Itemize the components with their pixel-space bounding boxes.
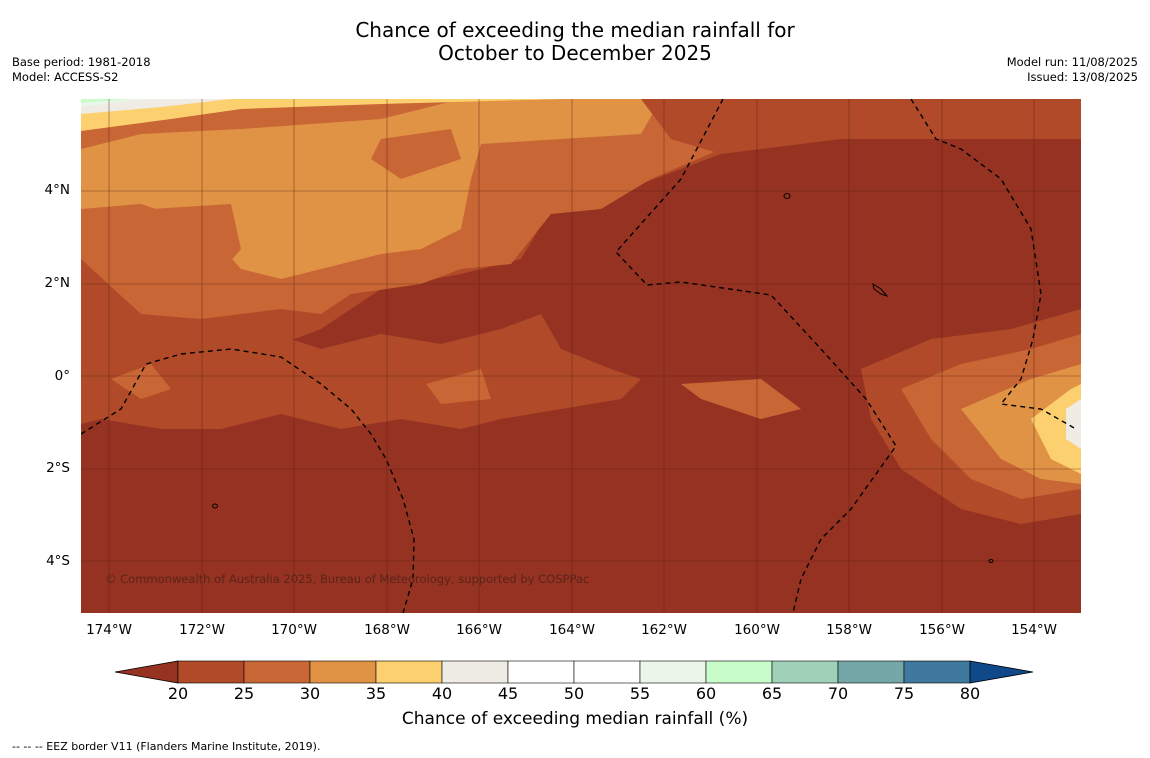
lat-label: 4°N bbox=[44, 182, 70, 198]
colorbar-segment bbox=[507, 660, 575, 684]
lon-label: 170°W bbox=[271, 622, 317, 638]
lon-label: 154°W bbox=[1011, 622, 1057, 638]
colorbar-segment bbox=[309, 660, 377, 684]
model-info: Base period: 1981-2018 Model: ACCESS-S2 bbox=[12, 55, 151, 85]
colorbar-segments bbox=[115, 660, 1034, 684]
zone-25-equator bbox=[101, 314, 641, 429]
title-line-1: Chance of exceeding the median rainfall … bbox=[355, 18, 795, 42]
colorbar-tick-label: 50 bbox=[563, 684, 585, 703]
zone-30-equator-1 bbox=[111, 364, 171, 399]
colorbar-segment bbox=[177, 660, 245, 684]
lon-label: 172°W bbox=[179, 622, 225, 638]
lat-label: 0° bbox=[54, 368, 70, 384]
lon-label: 162°W bbox=[641, 622, 687, 638]
zone-40-east bbox=[1031, 384, 1081, 474]
eez-borders bbox=[81, 99, 1077, 613]
colorbar-tick-label: 45 bbox=[497, 684, 519, 703]
lon-label: 158°W bbox=[826, 622, 872, 638]
colorbar-tick-label: 55 bbox=[629, 684, 651, 703]
zone-30-north-2 bbox=[371, 129, 461, 179]
colorbar-tick-label: 35 bbox=[365, 684, 387, 703]
run-info: Model run: 11/08/2025 Issued: 13/08/2025 bbox=[1007, 55, 1138, 85]
colorbar-segment bbox=[903, 660, 971, 684]
zone-45-east bbox=[1066, 399, 1081, 449]
rainfall-contours bbox=[81, 99, 1081, 613]
zone-30-inner-north bbox=[151, 204, 241, 289]
graticule bbox=[81, 99, 1081, 613]
colorbar-segment bbox=[705, 660, 773, 684]
colorbar-segment bbox=[243, 660, 311, 684]
colorbar-tick-label: 70 bbox=[827, 684, 849, 703]
colorbar-tick-label: 40 bbox=[431, 684, 453, 703]
zone-40-north bbox=[81, 99, 561, 131]
zone-45-north bbox=[81, 99, 231, 114]
colorbar-tick-label: 65 bbox=[761, 684, 783, 703]
lon-label: 166°W bbox=[456, 622, 502, 638]
zone-30-equator-2 bbox=[426, 369, 491, 404]
colorbar-tick-label: 20 bbox=[167, 684, 189, 703]
rainfall-map: © Commonwealth of Australia 2025, Bureau… bbox=[81, 99, 1081, 613]
model-run-date: Model run: 11/08/2025 bbox=[1006, 55, 1138, 69]
zone-25-northeast bbox=[641, 99, 801, 154]
islands bbox=[212, 193, 994, 563]
issued-date: Issued: 13/08/2025 bbox=[1027, 70, 1138, 84]
lon-label: 160°W bbox=[734, 622, 780, 638]
base-period: Base period: 1981-2018 bbox=[12, 55, 151, 69]
map-title: Chance of exceeding the median rainfall … bbox=[0, 19, 1150, 65]
copyright-notice: © Commonwealth of Australia 2025, Bureau… bbox=[105, 572, 590, 586]
colorbar-segment bbox=[771, 660, 839, 684]
colorbar-high-extension bbox=[969, 660, 1034, 684]
colorbar-segment bbox=[375, 660, 443, 684]
colorbar-tick-label: 25 bbox=[233, 684, 255, 703]
lon-label: 174°W bbox=[86, 622, 132, 638]
colorbar-segment bbox=[837, 660, 905, 684]
colorbar-segment bbox=[573, 660, 641, 684]
colorbar-tick-label: 30 bbox=[299, 684, 321, 703]
colorbar-tick-label: 75 bbox=[893, 684, 915, 703]
colorbar-segment bbox=[639, 660, 707, 684]
model-name: Model: ACCESS-S2 bbox=[12, 70, 119, 84]
colorbar-low-extension bbox=[115, 660, 179, 684]
lon-label: 164°W bbox=[549, 622, 595, 638]
colorbar-tick-label: 60 bbox=[695, 684, 717, 703]
zone-30-equator-3 bbox=[681, 379, 801, 419]
colorbar bbox=[115, 660, 1034, 684]
title-line-2: October to December 2025 bbox=[438, 41, 712, 65]
colorbar-tick-label: 80 bbox=[959, 684, 981, 703]
colorbar-label: Chance of exceeding median rainfall (%) bbox=[401, 709, 749, 729]
zone-65-north bbox=[81, 99, 131, 103]
lat-label: 2°N bbox=[44, 275, 70, 291]
lat-label: 4°S bbox=[46, 553, 70, 569]
lon-label: 156°W bbox=[919, 622, 965, 638]
lon-label: 168°W bbox=[364, 622, 410, 638]
eez-note: -- -- -- EEZ border V11 (Flanders Marine… bbox=[12, 740, 321, 753]
lat-label: 2°S bbox=[46, 460, 70, 476]
colorbar-segment bbox=[441, 660, 509, 684]
